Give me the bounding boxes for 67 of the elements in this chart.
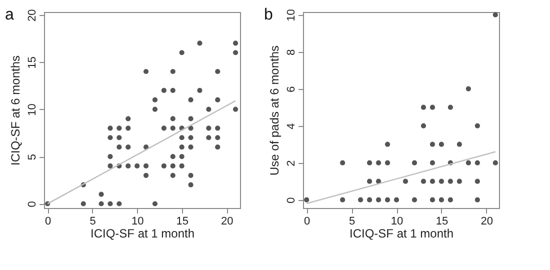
point	[420, 104, 426, 110]
x-tick-label: 20	[220, 216, 234, 228]
y-tick-label: 10	[26, 104, 38, 116]
point	[492, 12, 498, 18]
point	[384, 142, 390, 147]
x-tick-label: 0	[45, 216, 52, 228]
point	[456, 142, 462, 147]
point	[438, 197, 444, 202]
y-tick-label: 2	[286, 160, 298, 166]
y-tick-label: 15	[26, 56, 38, 69]
x-tick-label: 10	[131, 216, 144, 228]
point	[474, 197, 480, 202]
point	[466, 86, 471, 92]
point	[366, 160, 372, 166]
point	[384, 197, 390, 202]
y-axis-title: ICIQ-SF at 6 months	[8, 55, 22, 166]
point	[394, 197, 400, 202]
x-tick-label: 5	[348, 216, 356, 228]
y-tick-label: 0	[286, 197, 298, 204]
x-tick-label: 15	[436, 216, 448, 228]
y-tick-label: 0	[26, 201, 38, 208]
chart-title: a	[5, 6, 14, 24]
point	[430, 142, 436, 147]
point	[448, 178, 453, 184]
point	[420, 123, 426, 128]
point	[492, 160, 498, 166]
y-tick-label: 6	[286, 86, 298, 92]
point	[474, 160, 480, 166]
point	[448, 104, 453, 110]
point	[412, 160, 418, 166]
chart-title: b	[264, 6, 273, 24]
point	[456, 178, 462, 184]
x-tick-label: 5	[90, 216, 96, 228]
x-axis-title: ICIQ-SF at 1 month	[349, 226, 454, 240]
point	[376, 197, 382, 202]
y-axis-title: Use of pads at 6 months	[268, 45, 282, 176]
point	[438, 178, 444, 184]
y-tick-label: 5	[26, 154, 38, 160]
point	[366, 178, 372, 184]
point	[474, 178, 480, 184]
point	[340, 197, 346, 202]
point	[402, 178, 408, 184]
point	[420, 178, 426, 184]
x-tick-label: 10	[390, 216, 404, 228]
point	[412, 197, 418, 202]
y-tick-label: 10	[286, 9, 298, 22]
point	[340, 160, 346, 166]
point	[448, 197, 453, 202]
point	[430, 178, 436, 184]
x-tick-label: 15	[176, 216, 188, 228]
x-tick-label: 0	[304, 216, 310, 228]
point	[304, 197, 310, 202]
point	[466, 160, 471, 166]
point	[430, 197, 436, 202]
point	[366, 197, 372, 202]
point	[430, 160, 436, 166]
point	[438, 142, 444, 147]
point	[430, 104, 436, 110]
y-tick-label: 8	[286, 49, 298, 56]
x-axis-title: ICIQ-SF at 1 month	[90, 226, 195, 240]
point	[474, 123, 480, 128]
point	[376, 160, 382, 166]
y-tick-label: 20	[26, 9, 38, 22]
point	[384, 160, 390, 166]
point	[358, 197, 364, 202]
y-tick-label: 4	[286, 123, 298, 130]
x-tick-label: 20	[480, 216, 494, 228]
